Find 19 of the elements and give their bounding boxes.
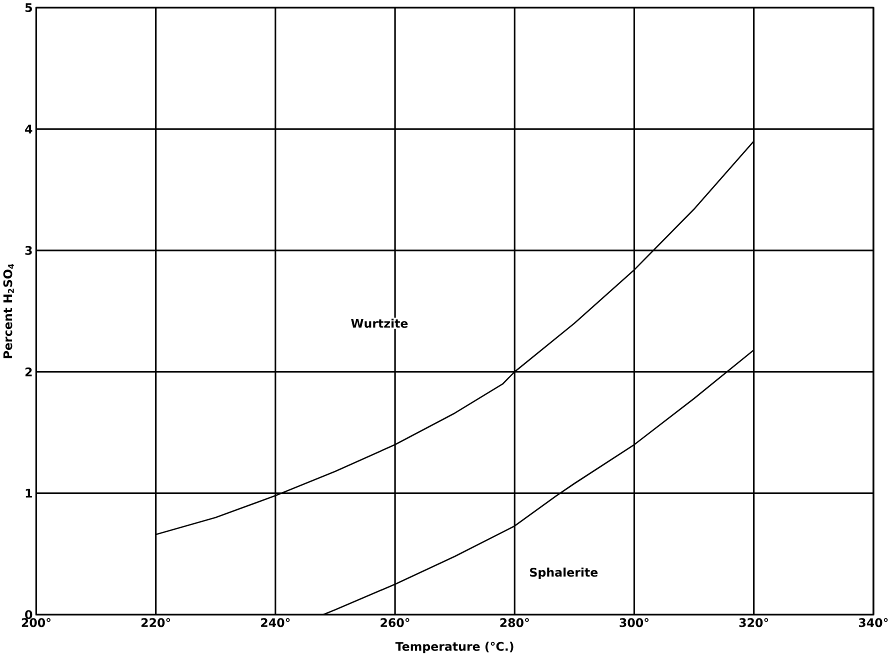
x-axis-title: Temperature (°C.) [395, 642, 514, 653]
line-series [155, 140, 755, 535]
y-tick-label: 1 [26, 488, 32, 498]
y-tick-label: 4 [25, 124, 32, 134]
y-tick-label: 3 [25, 246, 32, 255]
x-tick-label: 280° [500, 618, 529, 627]
x-tick-label: 200° [22, 618, 50, 627]
annotation: Wurtzite [351, 318, 408, 328]
y-tick-label: 0 [25, 610, 32, 619]
x-tick-label: 220° [141, 618, 170, 627]
x-tick-label: 320° [739, 618, 768, 627]
x-tick-label: 300° [620, 618, 648, 627]
y-tick-label: 2 [25, 367, 32, 376]
y-axis-title: Percent H$_{2}$SO$_{4}$ [3, 264, 14, 358]
x-tick-label: 260° [380, 618, 410, 627]
x-tick-label: 340° [858, 618, 888, 627]
annotation: Sphalerite [530, 567, 598, 579]
y-tick-label: 5 [25, 3, 32, 12]
x-tick-label: 240° [261, 618, 290, 627]
